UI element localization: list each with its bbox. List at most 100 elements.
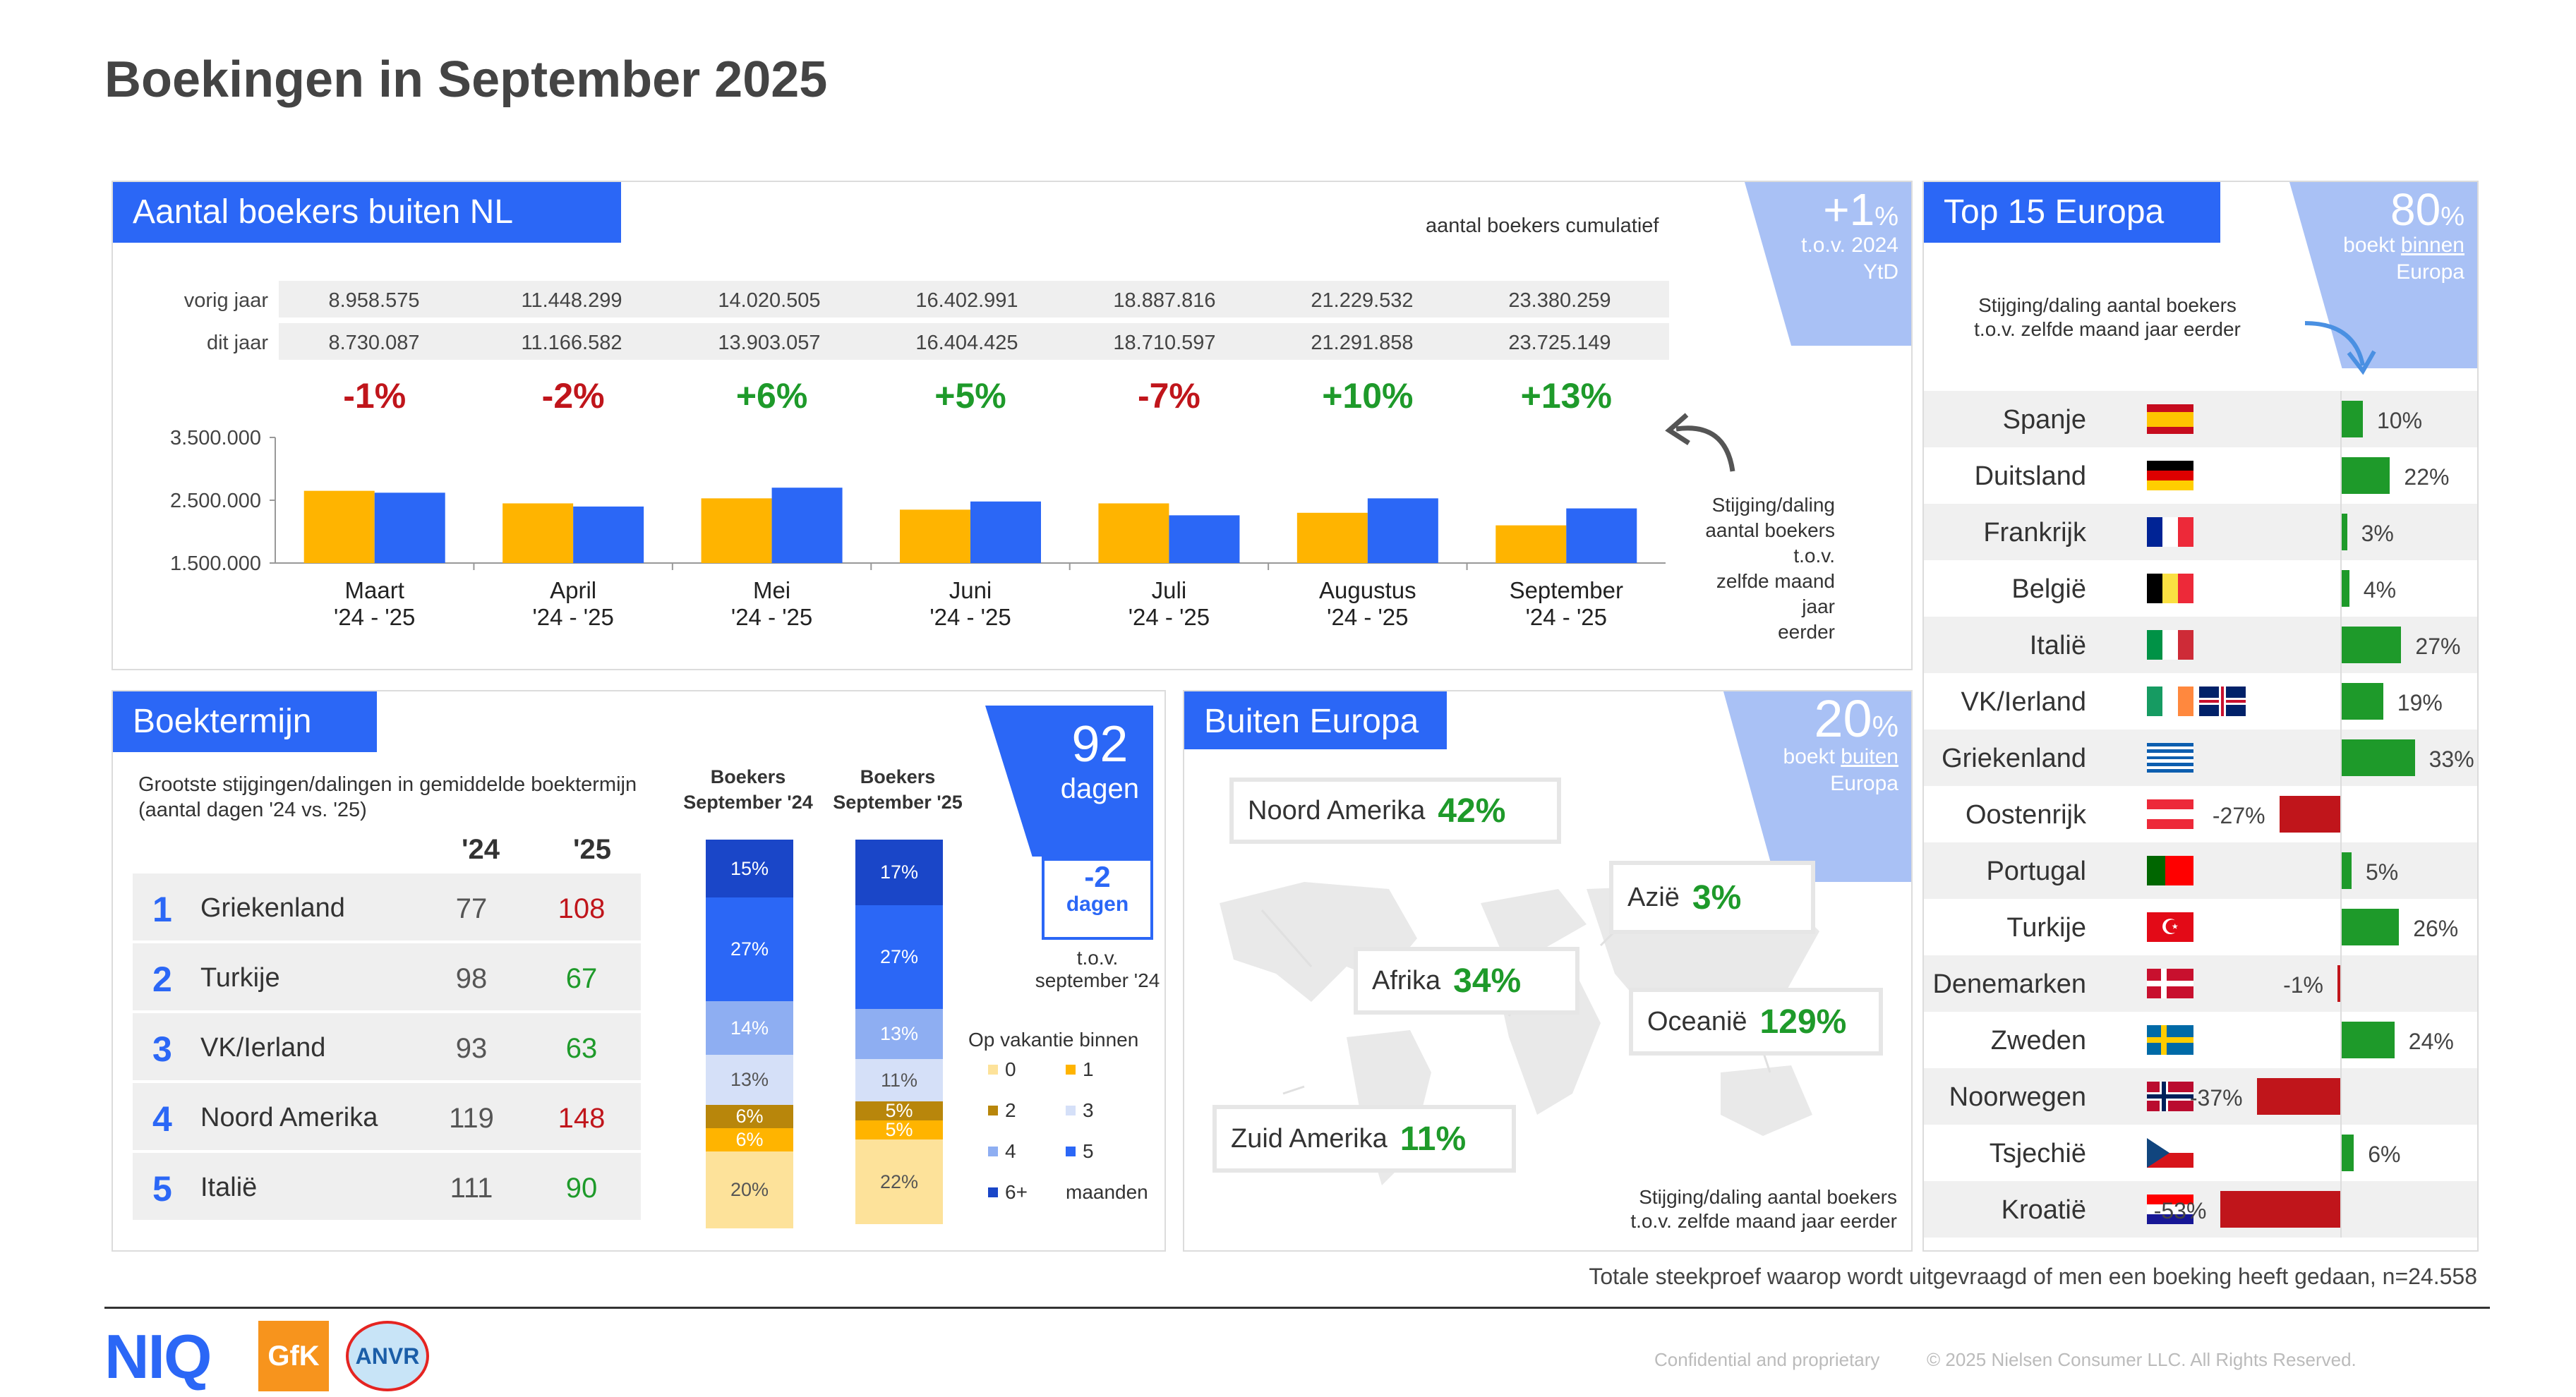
days-badge: 92 dagen xyxy=(985,706,1153,857)
confidential-label: Confidential and proprietary xyxy=(1654,1349,1880,1370)
buiten-panel: Buiten Europa 20% boekt buiten Europa No… xyxy=(1183,690,1913,1252)
country-name: Frankrijk xyxy=(1983,518,2086,548)
stack-segment: 17% xyxy=(855,840,943,905)
cum-row-label: vorig jaar xyxy=(183,289,268,312)
value-24: 77 xyxy=(455,893,488,924)
es-flag-icon xyxy=(2147,404,2193,434)
list-item: Turkije ☪ 26% xyxy=(1924,899,2477,955)
legend-item: 4 xyxy=(988,1140,1016,1163)
x-tick-label: Juni xyxy=(949,577,992,603)
legend-swatch xyxy=(988,1147,998,1156)
cumulatief-label: aantal boekers cumulatief xyxy=(1426,214,1659,237)
calendar-icon: -2 dagen xyxy=(1042,842,1153,940)
change-value: -1% xyxy=(2283,972,2323,998)
region-value: 11% xyxy=(1400,1120,1467,1158)
region-name: Oceanië xyxy=(1647,1006,1747,1036)
bar-vorig-jaar xyxy=(900,509,970,563)
change-value: 5% xyxy=(2366,859,2399,885)
boektermijn-header: Boektermijn xyxy=(113,691,377,752)
stack-segment: 15% xyxy=(706,840,793,897)
boekers-note: Stijging/daling aantal boekers t.o.v. zelf… xyxy=(1705,494,1835,643)
boekers-header: Aantal boekers buiten NL xyxy=(113,182,621,243)
zero-axis xyxy=(2340,391,2342,1238)
change-bar xyxy=(2340,739,2415,776)
cum-cell: 16.404.425 xyxy=(915,332,1018,354)
country-name: Oostenrijk xyxy=(1965,800,2086,830)
change-bar xyxy=(2340,683,2383,720)
country-name: Turkije xyxy=(200,963,280,993)
gr-flag-icon xyxy=(2147,743,2193,773)
bar-dit-jaar xyxy=(1566,508,1637,563)
region-chip: Azië 3% xyxy=(1609,861,1815,934)
boektermijn-subtitle: Grootste stijgingen/dalingen in gemiddel… xyxy=(138,773,637,821)
change-value: 4% xyxy=(2363,577,2397,603)
x-tick-period: '24 - '25 xyxy=(929,604,1011,630)
country-name: Portugal xyxy=(1986,857,2086,886)
change-value: -37% xyxy=(2189,1085,2243,1111)
y-tick-label: 1.500.000 xyxy=(170,552,261,575)
legend-item: 1 xyxy=(1066,1058,1094,1081)
bar-vorig-jaar xyxy=(303,490,375,563)
hr-flag-icon xyxy=(2147,1195,2193,1224)
legend-label: 0 xyxy=(1005,1058,1016,1080)
country-name: VK/Ierland xyxy=(1961,687,2086,717)
de-flag-icon xyxy=(2147,461,2193,490)
change-bar xyxy=(2340,1022,2395,1058)
rank-number: 4 xyxy=(152,1099,172,1139)
bar-dit-jaar xyxy=(771,488,843,563)
change-bar xyxy=(2340,457,2390,494)
stack-segment: 13% xyxy=(706,1055,793,1105)
cum-cell: 11.166.582 xyxy=(521,332,622,354)
bar-dit-jaar xyxy=(1169,515,1240,563)
legend-label: 1 xyxy=(1083,1058,1094,1080)
change-bar xyxy=(2340,1135,2354,1171)
stack-segment: 5% xyxy=(855,1100,943,1121)
stack-segment: 5% xyxy=(855,1119,943,1140)
list-item: Tsjechië 6% xyxy=(1924,1125,2477,1181)
legend-swatch xyxy=(1066,1147,1076,1156)
at-flag-icon xyxy=(2147,799,2193,829)
cum-cell: 8.730.087 xyxy=(328,332,420,354)
legend-label: 6+ xyxy=(1005,1181,1028,1203)
col-25-header: '25 xyxy=(573,834,612,865)
cz-flag-icon xyxy=(2147,1138,2193,1168)
pct-change-label: -2% xyxy=(542,376,605,416)
country-name: Zweden xyxy=(1990,1026,2086,1056)
value-25: 67 xyxy=(565,963,598,994)
change-value: -53% xyxy=(2153,1198,2207,1223)
x-tick-period: '24 - '25 xyxy=(731,604,812,630)
legend-swatch xyxy=(1066,1065,1076,1075)
list-item: Spanje 10% xyxy=(1924,391,2477,447)
x-tick-period: '24 - '25 xyxy=(532,604,613,630)
country-name: Spanje xyxy=(2002,405,2086,435)
legend-item: 3 xyxy=(1066,1099,1094,1122)
copyright-label: © 2025 Nielsen Consumer LLC. All Rights … xyxy=(1927,1349,2357,1370)
x-tick-period: '24 - '25 xyxy=(1526,604,1607,630)
y-tick-label: 3.500.000 xyxy=(170,427,261,449)
cum-row-bg xyxy=(279,281,1669,318)
table-row: 1 Griekenland 77 108 xyxy=(133,873,641,941)
page-title: Boekingen in September 2025 xyxy=(104,52,828,108)
change-value: 10% xyxy=(2377,408,2423,433)
region-chip: Zuid Amerika 11% xyxy=(1212,1105,1516,1173)
list-item: Italië 27% xyxy=(1924,617,2477,673)
region-value: 129% xyxy=(1759,1003,1847,1041)
value-25: 148 xyxy=(558,1103,606,1134)
stack-segment: 11% xyxy=(855,1059,943,1101)
cum-row-label: dit jaar xyxy=(206,332,268,354)
change-value: 6% xyxy=(2368,1142,2401,1167)
region-name: Noord Amerika xyxy=(1248,795,1426,826)
europa-panel: Top 15 Europa 80% boekt binnen Europa St… xyxy=(1922,181,2479,1252)
bar-vorig-jaar xyxy=(1296,512,1368,563)
stacked-bar-25: 17% 27% 13% 11% 5% 5% 22% xyxy=(855,840,943,1228)
stack-segment: 13% xyxy=(855,1009,943,1059)
x-tick-label: Augustus xyxy=(1319,577,1416,603)
country-name: Noord Amerika xyxy=(200,1103,378,1132)
value-25: 63 xyxy=(565,1033,598,1064)
change-value: 19% xyxy=(2397,690,2443,715)
bar-vorig-jaar xyxy=(1495,525,1567,563)
table-row: 4 Noord Amerika 119 148 xyxy=(133,1083,641,1150)
pct-change-label: -7% xyxy=(1138,376,1200,416)
value-25: 108 xyxy=(558,893,606,924)
